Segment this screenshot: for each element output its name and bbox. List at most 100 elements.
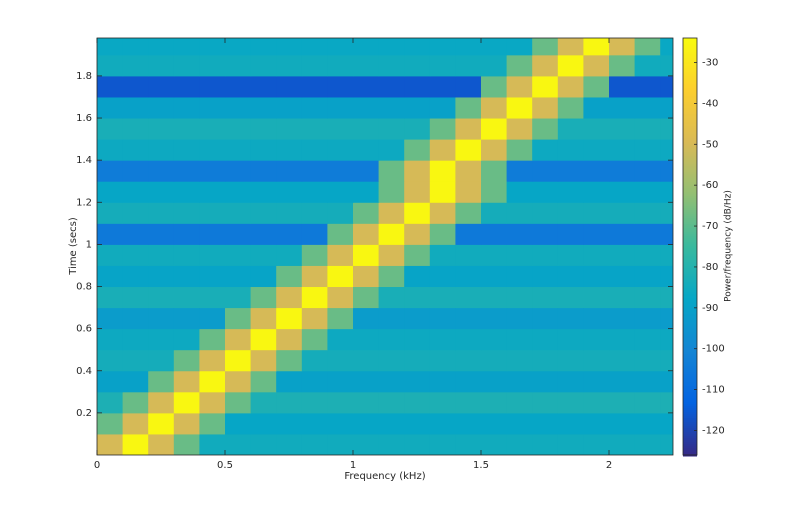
colorbar-tick-label: -90	[702, 303, 718, 314]
cell	[353, 118, 380, 140]
cell	[532, 412, 559, 435]
cell	[122, 223, 149, 245]
colorbar-swatch	[683, 86, 697, 89]
cell	[353, 202, 380, 224]
cell	[225, 202, 252, 224]
cell	[148, 244, 175, 266]
cell	[327, 307, 354, 330]
colorbar-swatch	[683, 122, 697, 125]
cell	[429, 75, 456, 98]
cell	[122, 75, 149, 98]
cell	[250, 370, 277, 393]
colorbar-swatch	[683, 142, 697, 145]
cell	[506, 202, 533, 224]
cell	[557, 370, 584, 393]
colorbar-swatch	[683, 220, 697, 223]
cell	[225, 75, 252, 98]
cell	[97, 307, 124, 330]
colorbar-swatch	[683, 232, 697, 235]
cell	[481, 38, 508, 56]
colorbar-swatch	[683, 416, 697, 419]
cell	[301, 286, 328, 309]
colorbar-swatch	[683, 262, 697, 265]
cell	[583, 118, 610, 140]
cell	[609, 96, 636, 119]
cell	[276, 38, 303, 56]
colorbar-swatch	[683, 50, 697, 53]
colorbar-swatch	[683, 78, 697, 81]
cell	[532, 286, 559, 309]
colorbar-swatch	[683, 442, 697, 445]
cell	[609, 181, 636, 203]
cell	[327, 370, 354, 393]
cell	[557, 433, 584, 455]
cell	[583, 181, 610, 203]
colorbar-swatch	[683, 42, 697, 45]
cell	[660, 139, 673, 161]
colorbar-swatch	[683, 174, 697, 177]
colorbar-swatch	[683, 84, 697, 87]
cell	[634, 181, 661, 203]
colorbar-swatch	[683, 94, 697, 97]
colorbar-swatch	[683, 54, 697, 57]
cell	[327, 139, 354, 161]
cell	[660, 370, 673, 393]
cell	[173, 181, 200, 203]
colorbar-swatch	[683, 226, 697, 229]
cell	[532, 391, 559, 414]
cell	[455, 96, 482, 119]
colorbar-swatch	[683, 90, 697, 93]
cell	[481, 307, 508, 330]
cell	[634, 118, 661, 140]
cell	[122, 96, 149, 119]
colorbar-swatch	[683, 266, 697, 269]
cell	[660, 202, 673, 224]
cell	[481, 118, 508, 140]
colorbar-swatch	[683, 132, 697, 135]
colorbar-tick-label: -100	[702, 344, 725, 355]
cell	[634, 349, 661, 372]
cell	[557, 75, 584, 98]
colorbar-swatch	[683, 354, 697, 357]
cell	[481, 265, 508, 288]
cell	[122, 202, 149, 224]
colorbar-swatch	[683, 242, 697, 245]
colorbar-swatch	[683, 406, 697, 409]
colorbar-swatch	[683, 108, 697, 111]
cell	[276, 286, 303, 309]
cell	[557, 223, 584, 245]
colorbar-swatch	[683, 244, 697, 247]
cell	[225, 181, 252, 203]
cell	[429, 244, 456, 266]
colorbar-swatch	[683, 200, 697, 203]
colorbar-swatch	[683, 38, 697, 41]
cell	[634, 160, 661, 182]
colorbar-swatch	[683, 178, 697, 181]
cell	[481, 244, 508, 266]
cell	[199, 38, 226, 56]
cell	[429, 307, 456, 330]
cell	[609, 54, 636, 77]
colorbar-swatch	[683, 404, 697, 407]
cell	[301, 244, 328, 266]
cell	[353, 412, 380, 435]
cell	[97, 75, 124, 98]
cell	[276, 433, 303, 455]
colorbar-swatch	[683, 106, 697, 109]
cell	[276, 412, 303, 435]
cell	[660, 96, 673, 119]
cell	[301, 370, 328, 393]
cell	[429, 54, 456, 77]
cell	[276, 54, 303, 77]
cell	[327, 412, 354, 435]
colorbar-swatch	[683, 60, 697, 63]
cell	[634, 265, 661, 288]
cell	[199, 181, 226, 203]
cell	[455, 307, 482, 330]
y-tick-label: 1.2	[76, 197, 92, 208]
colorbar-swatch	[683, 104, 697, 107]
y-axis-label: Time (secs)	[68, 217, 79, 276]
colorbar-swatch	[683, 248, 697, 251]
colorbar-swatch	[683, 402, 697, 405]
